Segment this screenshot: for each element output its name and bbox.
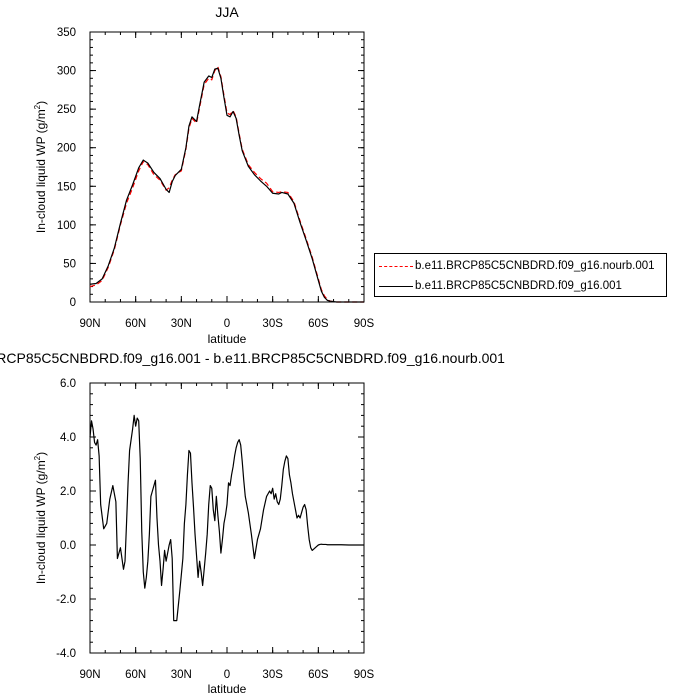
- top-y-tick-label: 300: [57, 66, 76, 78]
- top-x-tick-label: 60S: [308, 318, 329, 330]
- bottom-x-tick-label: 90S: [354, 669, 375, 681]
- bottom-x-tick-label: 60N: [125, 669, 146, 681]
- top-y-ticks: 0 50 100 150 200 250 300 350: [57, 27, 364, 309]
- bottom-x-axis-label: latitude: [208, 682, 247, 696]
- top-series: [89, 66, 364, 303]
- bottom-y-tick-label: 6.0: [60, 378, 76, 390]
- legend-item-control: b.e11.BRCP85C5CNBDRD.f09_g16.001: [379, 277, 622, 295]
- bottom-y-axis-label-main: In-cloud liquid WP (g/m: [34, 460, 48, 584]
- top-x-ticks: 90N 60N 30N 0 30S 60S 90S: [79, 32, 375, 330]
- bottom-x-tick-label: 90N: [79, 669, 100, 681]
- legend-swatch-solid-black: [379, 285, 413, 287]
- bottom-chart-title: b.e11.BRCP85C5CNBDRD.f09_g16.001 - b.e11…: [0, 350, 505, 366]
- bottom-panel: b.e11.BRCP85C5CNBDRD.f09_g16.001 - b.e11…: [0, 350, 505, 696]
- bottom-y-ticks: -4.0 -2.0 0.0 2.0 4.0 6.0: [56, 378, 364, 660]
- bottom-y-tick-label: -4.0: [56, 648, 76, 660]
- top-y-axis-label-sup: 2: [33, 104, 42, 109]
- top-panel: JJA 0 50 100 150 200 250 300 350 90N 60N 30N 0 30S 6…: [33, 4, 375, 346]
- bottom-y-tick-label: 4.0: [60, 432, 76, 444]
- bottom-y-tick-label: 0.0: [60, 540, 76, 552]
- legend-item-nourb: b.e11.BRCP85C5CNBDRD.f09_g16.nourb.001: [379, 257, 655, 275]
- bottom-x-tick-label: 30S: [262, 669, 283, 681]
- top-x-tick-label: 30S: [262, 318, 283, 330]
- top-y-tick-label: 200: [57, 143, 76, 155]
- top-y-axis-label-main: In-cloud liquid WP (g/m: [34, 109, 48, 233]
- top-chart-title: JJA: [215, 4, 239, 20]
- top-y-tick-label: 50: [63, 258, 76, 270]
- top-series-line-1: [89, 67, 364, 303]
- top-x-axis-label: latitude: [208, 332, 247, 346]
- top-y-axis-label: In-cloud liquid WP (g/m2): [33, 101, 48, 233]
- bottom-plot-frame: [89, 382, 365, 654]
- bottom-x-ticks: 90N 60N 30N 0 30S 60S 90S: [79, 383, 375, 681]
- top-y-tick-label: 0: [70, 297, 76, 309]
- bottom-series: [89, 414, 364, 622]
- bottom-x-tick-label: 30N: [171, 669, 192, 681]
- bottom-y-tick-label: 2.0: [60, 486, 76, 498]
- top-y-axis-label-close: ): [34, 101, 48, 105]
- bottom-y-axis-label-close: ): [34, 452, 48, 456]
- top-x-tick-label: 90N: [79, 318, 100, 330]
- bottom-y-tick-label: -2.0: [56, 594, 76, 606]
- top-series-line-0: [89, 66, 364, 303]
- top-y-tick-label: 100: [57, 220, 76, 232]
- top-x-tick-label: 60N: [125, 318, 146, 330]
- legend-label-control: b.e11.BRCP85C5CNBDRD.f09_g16.001: [415, 280, 622, 292]
- top-y-tick-label: 350: [57, 27, 76, 39]
- legend: b.e11.BRCP85C5CNBDRD.f09_g16.nourb.001 b…: [374, 253, 667, 297]
- top-y-tick-label: 150: [57, 181, 76, 193]
- bottom-y-axis-label-sup: 2: [33, 455, 42, 460]
- bottom-series-line-0: [89, 414, 364, 622]
- bottom-y-axis-label: In-cloud liquid WP (g/m2): [33, 452, 48, 584]
- legend-label-nourb: b.e11.BRCP85C5CNBDRD.f09_g16.nourb.001: [415, 260, 655, 272]
- bottom-x-tick-label: 0: [224, 669, 230, 681]
- top-x-tick-label: 90S: [354, 318, 375, 330]
- top-x-tick-label: 0: [224, 318, 230, 330]
- top-x-tick-label: 30N: [171, 318, 192, 330]
- top-y-tick-label: 250: [57, 104, 76, 116]
- bottom-x-tick-label: 60S: [308, 669, 329, 681]
- top-plot-frame: [89, 31, 365, 303]
- legend-swatch-dashed-red: [379, 265, 413, 267]
